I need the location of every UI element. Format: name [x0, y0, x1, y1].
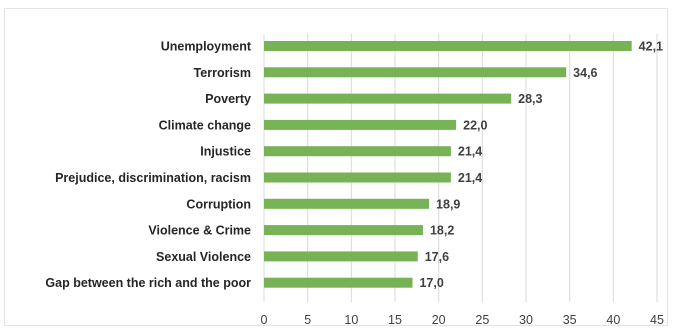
x-tick-label: 5	[304, 313, 311, 327]
chart-frame	[4, 8, 668, 326]
category-label: Climate change	[159, 118, 251, 132]
category-label: Prejudice, discrimination, racism	[55, 171, 251, 185]
bars	[264, 41, 632, 288]
x-tick-label: 35	[563, 313, 577, 327]
category-label: Gap between the rich and the poor	[45, 276, 251, 290]
x-tick-label: 0	[261, 313, 268, 327]
data-label: 21,4	[458, 145, 482, 159]
x-axis-ticks: 0 5 10 15 20 25 30 35 40 45	[261, 313, 664, 327]
bar	[264, 198, 430, 209]
data-label: 18,9	[436, 197, 460, 211]
data-label: 17,0	[419, 276, 443, 290]
x-tick-label: 45	[650, 313, 664, 327]
bar	[264, 93, 512, 104]
bar	[264, 172, 451, 183]
x-tick-label: 20	[432, 313, 446, 327]
bar	[264, 41, 632, 51]
bar	[264, 146, 451, 157]
bar	[264, 119, 457, 130]
data-label: 17,6	[425, 250, 449, 264]
data-label: 22,0	[463, 118, 487, 132]
data-label: 28,3	[518, 92, 542, 106]
x-tick-label: 10	[344, 313, 358, 327]
data-label: 34,6	[573, 66, 597, 80]
category-label: Poverty	[205, 92, 251, 106]
value-labels: 42,1 34,6 28,3 22,0 21,4 21,4 18,9 18,2 17,6 17,0	[419, 40, 663, 291]
category-label: Violence & Crime	[148, 224, 251, 238]
bar	[264, 251, 418, 262]
data-label: 42,1	[639, 40, 663, 54]
category-label: Unemployment	[161, 40, 252, 54]
data-label: 18,2	[430, 224, 454, 238]
x-tick-label: 15	[388, 313, 402, 327]
category-label: Sexual Violence	[156, 250, 251, 264]
data-label: 21,4	[458, 171, 482, 185]
bar	[264, 225, 423, 236]
x-tick-label: 40	[606, 313, 620, 327]
category-label: Terrorism	[194, 66, 251, 80]
bar	[264, 67, 567, 78]
category-label: Injustice	[200, 145, 251, 159]
x-tick-label: 30	[519, 313, 533, 327]
category-label: Corruption	[186, 197, 251, 211]
category-labels: Unemployment Terrorism Poverty Climate chan…	[45, 40, 251, 291]
x-tick-label: 25	[475, 313, 489, 327]
bar	[264, 277, 413, 288]
